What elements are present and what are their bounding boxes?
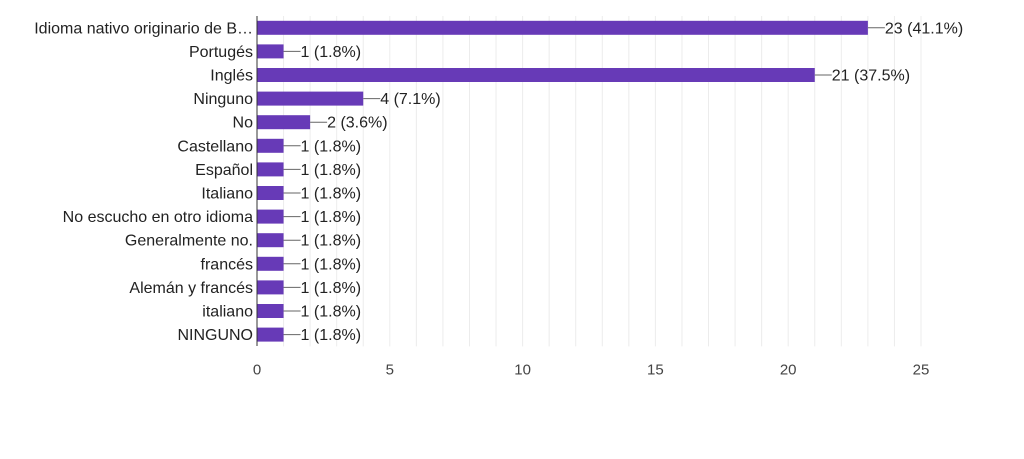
bars <box>257 20 868 342</box>
category-label: Idioma nativo originario de B… <box>34 20 253 37</box>
bar <box>257 304 284 318</box>
bar <box>257 186 284 200</box>
category-label: No escucho en otro idioma <box>63 209 253 226</box>
bar <box>257 138 284 153</box>
bar <box>257 20 868 35</box>
category-label: NINGUNO <box>177 327 253 344</box>
data-label: 4 (7.1%) <box>380 91 440 108</box>
bar <box>257 233 284 248</box>
data-label: 1 (1.8%) <box>301 233 361 250</box>
category-label: No <box>233 115 254 132</box>
x-tick-label: 10 <box>514 361 531 378</box>
x-tick-label: 5 <box>386 361 394 378</box>
category-label: Portugés <box>189 44 253 61</box>
data-label: 1 (1.8%) <box>301 186 361 203</box>
category-label: Castellano <box>177 138 253 155</box>
category-label: Inglés <box>210 68 253 85</box>
data-label: 21 (37.5%) <box>832 68 910 85</box>
bar <box>257 280 284 295</box>
bar <box>257 256 284 271</box>
category-label: Generalmente no. <box>125 233 253 250</box>
category-labels: Idioma nativo originario de B… Portugés In… <box>34 20 253 344</box>
bar <box>257 44 284 59</box>
x-axis-ticks: 0 5 10 15 20 25 <box>253 361 930 378</box>
data-label: 1 (1.8%) <box>301 162 361 179</box>
data-label: 1 (1.8%) <box>301 304 361 321</box>
data-label: 2 (3.6%) <box>327 115 387 132</box>
bar <box>257 209 284 224</box>
category-label: Ninguno <box>193 91 253 108</box>
category-label: Italiano <box>201 186 253 203</box>
x-tick-label: 25 <box>913 361 930 378</box>
data-label: 1 (1.8%) <box>301 44 361 61</box>
data-label: 1 (1.8%) <box>301 280 361 297</box>
x-tick-label: 15 <box>647 361 664 378</box>
bar <box>257 327 284 342</box>
bar <box>257 68 815 82</box>
x-tick-label: 0 <box>253 361 261 378</box>
gridlines <box>283 16 922 347</box>
data-label: 1 (1.8%) <box>301 209 361 226</box>
x-tick-label: 20 <box>780 361 797 378</box>
bar <box>257 115 311 130</box>
data-label: 1 (1.8%) <box>301 327 361 344</box>
bar <box>257 162 284 177</box>
category-label: italiano <box>202 304 253 321</box>
bar <box>257 91 364 106</box>
category-label: Español <box>195 162 253 179</box>
data-label: 1 (1.8%) <box>301 256 361 273</box>
data-labels: 23 (41.1%) 1 (1.8%) 21 (37.5%) 4 (7.1%) 2 (3… <box>283 20 963 344</box>
data-label: 23 (41.1%) <box>885 20 963 37</box>
data-label: 1 (1.8%) <box>301 138 361 155</box>
category-label: francés <box>201 256 253 273</box>
category-label: Alemán y francés <box>129 280 253 297</box>
